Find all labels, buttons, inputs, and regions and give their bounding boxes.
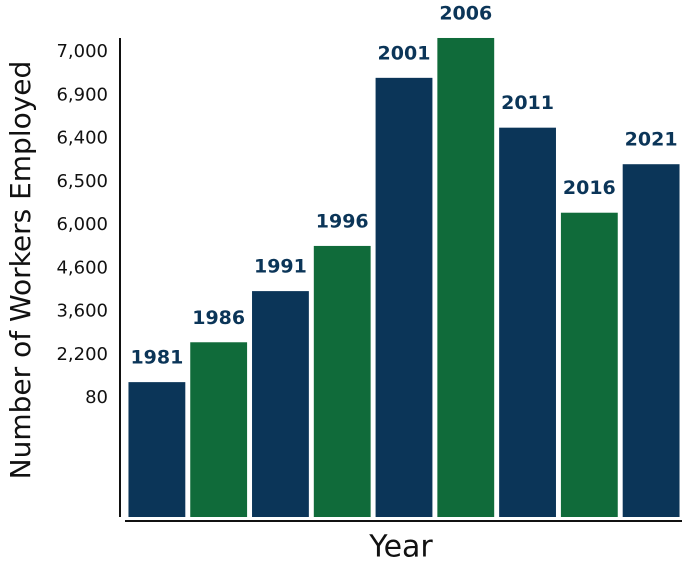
y-tick-label: 4,600 [56, 257, 108, 278]
y-tick-label: 7,000 [56, 41, 108, 62]
y-tick-label: 6,900 [56, 84, 108, 105]
bar-label: 2021 [625, 129, 678, 151]
y-tick-label: 6,500 [56, 171, 108, 192]
bar [313, 245, 371, 517]
bar [128, 382, 186, 517]
bar-label: 1981 [130, 347, 183, 369]
bar [190, 342, 248, 517]
bar-label: 2016 [563, 177, 616, 199]
y-tick-label: 6,000 [56, 214, 108, 235]
bar [252, 291, 309, 517]
bar-label: 1986 [192, 307, 245, 329]
bar-label: 1996 [316, 210, 369, 232]
bar [499, 127, 556, 517]
bar-label: 2011 [501, 92, 554, 114]
bar-label: 2006 [439, 2, 492, 24]
y-tick-label: 3,600 [56, 301, 108, 322]
y-tick-label: 2,200 [56, 344, 108, 365]
y-axis-title: Number of Workers Employed [4, 61, 37, 480]
bar [437, 37, 495, 517]
y-tick-label: 80 [85, 387, 108, 408]
y-tick-label: 6,400 [56, 128, 108, 149]
bar [622, 164, 680, 517]
bar-label: 1991 [254, 256, 307, 278]
x-axis-title: Year [368, 530, 433, 563]
bar-label: 2001 [378, 42, 431, 64]
bar [375, 77, 433, 517]
bar [560, 212, 618, 517]
